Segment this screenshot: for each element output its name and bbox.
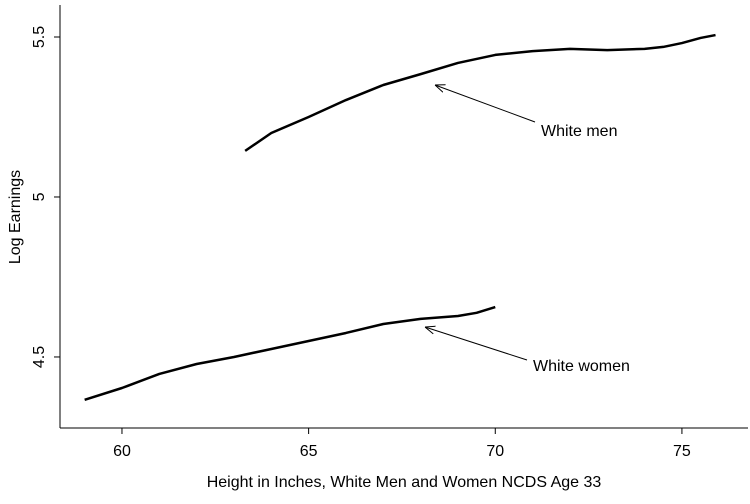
y-tick-label: 4.5 (31, 346, 48, 368)
line (244, 33, 716, 152)
x-tick-label: 70 (486, 443, 504, 460)
line (84, 305, 496, 402)
y-tick-label: 5.5 (31, 26, 48, 48)
x-tick-label: 65 (300, 443, 318, 460)
x-axis-label: Height in Inches, White Men and Women NC… (207, 474, 602, 491)
annotation-arrow (425, 327, 528, 361)
annotation: White men (541, 123, 617, 140)
x-tick-label: 75 (673, 443, 691, 460)
x-tick-label: 60 (113, 443, 131, 460)
y-axis-label: Log Earnings (7, 170, 24, 264)
annotation: White women (533, 358, 630, 375)
y-tick-label: 5 (31, 192, 48, 201)
annotation-arrow (435, 85, 536, 123)
